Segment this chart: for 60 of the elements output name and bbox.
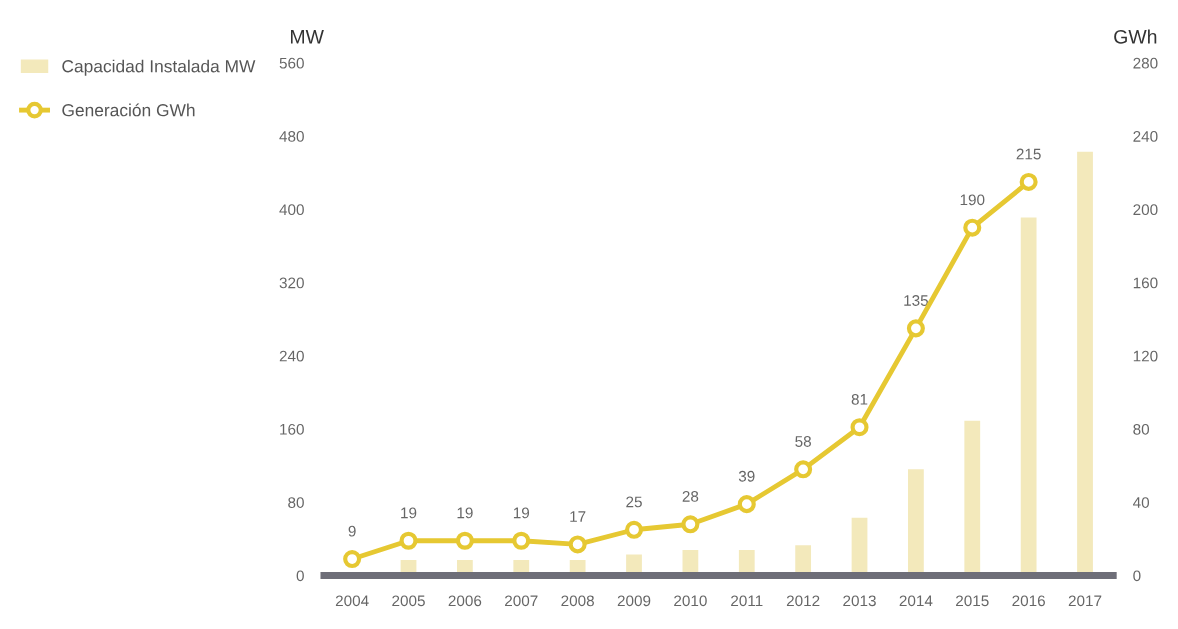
- point: [737, 495, 756, 514]
- x-tick-label: 2011: [731, 595, 763, 607]
- y-tick-label: 480: [279, 131, 304, 142]
- data-label: 58: [795, 436, 811, 447]
- data-label: 39: [738, 470, 755, 482]
- y2-tick-label: 80: [1133, 423, 1150, 435]
- point: [850, 418, 869, 437]
- x-tick-label: 2017: [1068, 595, 1102, 607]
- x-tick-label: 2016: [1012, 595, 1045, 607]
- point: [455, 531, 474, 550]
- y-tick-label: 0: [296, 570, 304, 582]
- data-label: 28: [682, 490, 699, 502]
- data-label: 9: [348, 525, 356, 537]
- y2-tick-label: 40: [1133, 497, 1150, 508]
- y2-tick-label: 200: [1133, 204, 1158, 216]
- x-tick-label: 2009: [617, 595, 651, 607]
- y2-tick-label: 160: [1133, 277, 1158, 289]
- data-label: 17: [570, 511, 586, 522]
- data-label: 215: [1016, 148, 1041, 160]
- y-axis-title: MW: [290, 30, 324, 44]
- data-label: 25: [626, 496, 642, 508]
- y-tick-label: 80: [288, 497, 304, 508]
- point: [624, 520, 644, 539]
- x-tick-label: 2007: [505, 595, 538, 607]
- data-label: 19: [457, 507, 473, 519]
- y-tick-label: 240: [279, 350, 304, 362]
- point: [794, 460, 813, 479]
- y-tick-label: 400: [279, 204, 304, 216]
- x-tick-label: 2008: [561, 595, 594, 607]
- x-tick-label: 2005: [392, 595, 425, 607]
- point: [568, 535, 587, 554]
- x-tick-label: 2013: [843, 595, 876, 607]
- data-label: 135: [904, 295, 928, 306]
- data-label: 19: [401, 507, 417, 519]
- data-label: 81: [851, 393, 868, 405]
- data-label: 19: [513, 507, 530, 519]
- x-tick-label: 2012: [786, 595, 820, 607]
- y2-tick-label: 240: [1133, 131, 1158, 142]
- x-tick-label: 2010: [674, 595, 707, 607]
- x-tick-label: 2014: [899, 595, 933, 607]
- y2-axis-title: GWh: [1114, 29, 1157, 44]
- point: [399, 531, 418, 550]
- data-label: 190: [960, 194, 985, 206]
- point: [343, 550, 362, 569]
- y-tick-label: 320: [279, 277, 304, 289]
- point: [963, 218, 982, 237]
- y2-tick-label: 120: [1133, 350, 1158, 362]
- point: [681, 515, 700, 534]
- y-tick-label: 160: [280, 423, 304, 435]
- legend-label: Capacidad Instalada MW: [62, 59, 256, 76]
- point: [512, 531, 531, 550]
- x-tick-label: 2006: [448, 595, 482, 607]
- point: [1019, 172, 1038, 191]
- y-tick-label: 560: [279, 57, 304, 69]
- x-tick-label: 2004: [335, 595, 369, 607]
- point: [906, 319, 925, 338]
- y2-tick-label: 280: [1133, 57, 1158, 69]
- x-tick-label: 2015: [956, 595, 989, 607]
- legend-label: Generación GWh: [62, 103, 195, 117]
- y2-tick-label: 0: [1133, 570, 1141, 582]
